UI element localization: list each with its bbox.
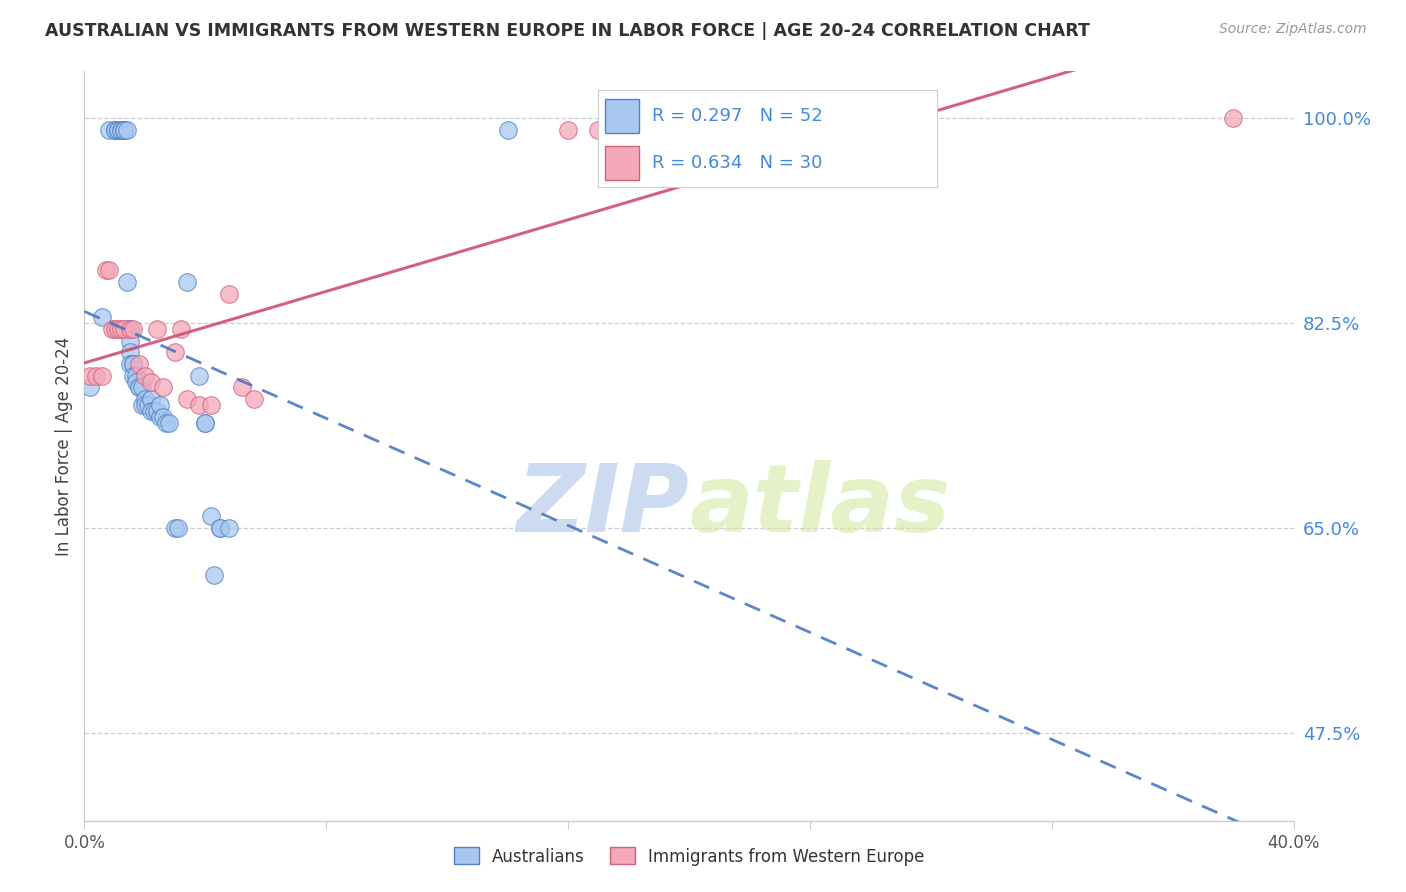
Point xyxy=(115,275,138,289)
Point xyxy=(121,357,143,371)
Point xyxy=(128,357,150,371)
Point xyxy=(118,345,141,359)
Point xyxy=(134,368,156,383)
Point xyxy=(115,123,138,137)
Point xyxy=(231,380,253,394)
Point xyxy=(86,368,108,383)
Point xyxy=(125,368,148,383)
Point xyxy=(136,398,159,412)
Point xyxy=(110,123,132,137)
Point xyxy=(91,368,114,383)
Point xyxy=(107,123,129,137)
Point xyxy=(157,416,180,430)
Point xyxy=(112,322,135,336)
Point xyxy=(112,123,135,137)
Point xyxy=(496,123,519,137)
Point xyxy=(125,375,148,389)
Point xyxy=(118,357,141,371)
Point xyxy=(134,398,156,412)
Point xyxy=(97,263,120,277)
Point xyxy=(139,392,162,407)
Point xyxy=(194,416,217,430)
Text: atlas: atlas xyxy=(689,460,950,552)
Legend: Australians, Immigrants from Western Europe: Australians, Immigrants from Western Eur… xyxy=(447,841,931,872)
Point xyxy=(1222,112,1244,126)
Point xyxy=(202,567,225,582)
Point xyxy=(152,380,174,394)
Point xyxy=(128,380,150,394)
Point xyxy=(94,263,117,277)
Point xyxy=(97,123,120,137)
Point xyxy=(155,416,177,430)
Point xyxy=(118,334,141,348)
Point xyxy=(194,416,217,430)
Point xyxy=(104,123,127,137)
Text: Source: ZipAtlas.com: Source: ZipAtlas.com xyxy=(1219,22,1367,37)
Point xyxy=(112,123,135,137)
Point xyxy=(176,275,198,289)
Point xyxy=(149,409,172,424)
Point xyxy=(100,322,122,336)
Point xyxy=(165,521,187,535)
Point xyxy=(121,357,143,371)
Text: AUSTRALIAN VS IMMIGRANTS FROM WESTERN EUROPE IN LABOR FORCE | AGE 20-24 CORRELAT: AUSTRALIAN VS IMMIGRANTS FROM WESTERN EU… xyxy=(45,22,1090,40)
Point xyxy=(209,521,232,535)
Point xyxy=(107,123,129,137)
Point xyxy=(134,392,156,407)
Point xyxy=(91,310,114,325)
Point xyxy=(112,123,135,137)
Point xyxy=(588,123,610,137)
Point xyxy=(617,123,640,137)
Point xyxy=(110,322,132,336)
Point xyxy=(131,380,153,394)
Point xyxy=(200,509,222,524)
Y-axis label: In Labor Force | Age 20-24: In Labor Force | Age 20-24 xyxy=(55,336,73,556)
Point xyxy=(218,286,240,301)
Point xyxy=(165,345,187,359)
Point xyxy=(104,123,127,137)
Point xyxy=(128,380,150,394)
Point xyxy=(131,398,153,412)
Point xyxy=(152,409,174,424)
Point xyxy=(167,521,190,535)
Point xyxy=(121,322,143,336)
Point xyxy=(557,123,579,137)
Point xyxy=(176,392,198,407)
Point xyxy=(188,398,211,412)
Point xyxy=(107,322,129,336)
Point xyxy=(188,368,211,383)
Point xyxy=(170,322,193,336)
Point xyxy=(79,368,101,383)
Point xyxy=(115,322,138,336)
Point xyxy=(209,521,232,535)
Point xyxy=(242,392,264,407)
Point xyxy=(218,521,240,535)
Point xyxy=(200,398,222,412)
Point xyxy=(146,404,169,418)
Point xyxy=(110,123,132,137)
Point xyxy=(678,123,700,137)
Point xyxy=(149,398,172,412)
Point xyxy=(118,322,141,336)
Point xyxy=(139,404,162,418)
Point xyxy=(146,322,169,336)
Point xyxy=(104,322,127,336)
Point xyxy=(118,322,141,336)
Point xyxy=(139,375,162,389)
Point xyxy=(121,368,143,383)
Text: ZIP: ZIP xyxy=(516,460,689,552)
Point xyxy=(142,404,165,418)
Point xyxy=(79,380,101,394)
